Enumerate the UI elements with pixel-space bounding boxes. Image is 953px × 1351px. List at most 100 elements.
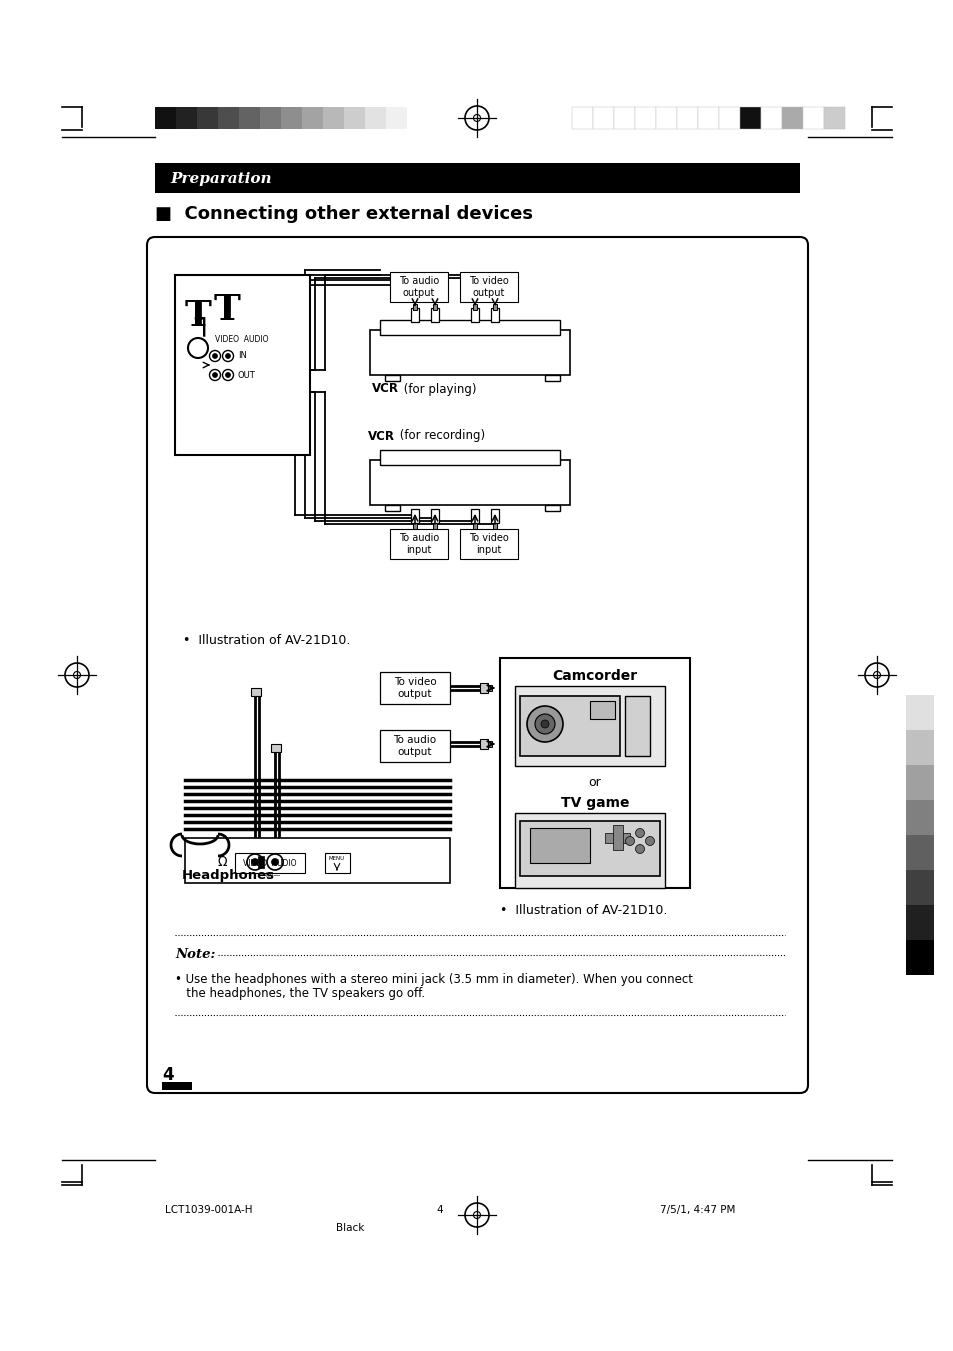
Bar <box>370 459 569 505</box>
Bar <box>530 828 589 863</box>
Bar <box>431 509 438 523</box>
Bar <box>459 272 517 303</box>
Bar <box>905 800 933 835</box>
Bar <box>515 686 664 766</box>
Text: the headphones, the TV speakers go off.: the headphones, the TV speakers go off. <box>174 988 425 1000</box>
Circle shape <box>645 836 654 846</box>
Text: MENU: MENU <box>329 855 345 861</box>
Bar <box>234 852 305 873</box>
Bar <box>905 661 933 694</box>
Bar <box>905 730 933 765</box>
Bar <box>281 107 302 128</box>
Bar <box>479 684 488 693</box>
Bar <box>379 730 450 762</box>
Bar <box>365 107 386 128</box>
Bar <box>379 450 559 465</box>
Bar <box>544 505 559 511</box>
Bar <box>302 107 323 128</box>
Bar <box>196 107 218 128</box>
Bar <box>624 696 649 757</box>
Text: —IN—: —IN— <box>259 871 280 878</box>
Bar <box>613 825 622 850</box>
Circle shape <box>535 713 555 734</box>
Text: (for playing): (for playing) <box>399 382 476 396</box>
Circle shape <box>252 858 258 866</box>
Text: 7/5/1, 4:47 PM: 7/5/1, 4:47 PM <box>659 1205 735 1215</box>
Bar <box>635 107 656 128</box>
Bar <box>491 509 498 523</box>
Text: VCR: VCR <box>372 382 398 396</box>
Bar <box>175 107 196 128</box>
Text: 4: 4 <box>162 1066 173 1084</box>
Circle shape <box>540 720 548 728</box>
Circle shape <box>225 354 231 358</box>
Bar <box>407 107 428 128</box>
Bar <box>260 107 281 128</box>
Text: To video
output: To video output <box>469 276 508 297</box>
Text: To video
output: To video output <box>394 677 436 698</box>
Bar <box>802 107 823 128</box>
Bar <box>251 688 261 696</box>
Bar <box>544 376 559 381</box>
Bar <box>905 905 933 940</box>
Text: Preparation: Preparation <box>170 172 272 186</box>
Text: • Use the headphones with a stereo mini jack (3.5 mm in diameter). When you conn: • Use the headphones with a stereo mini … <box>174 973 692 986</box>
Text: To audio
output: To audio output <box>398 276 438 297</box>
Bar <box>413 523 416 530</box>
Text: Note:: Note: <box>174 948 215 962</box>
Text: VIDEO  AUDIO: VIDEO AUDIO <box>214 335 268 345</box>
Text: or: or <box>588 777 600 789</box>
Text: ■  Connecting other external devices: ■ Connecting other external devices <box>154 205 533 223</box>
Bar <box>385 376 399 381</box>
Text: LCT1039-001A-H: LCT1039-001A-H <box>165 1205 253 1215</box>
Bar <box>905 835 933 870</box>
Bar <box>379 320 559 335</box>
Text: Headphones: Headphones <box>182 869 274 881</box>
Text: To video
input: To video input <box>469 534 508 555</box>
Circle shape <box>213 373 217 377</box>
Bar <box>593 107 614 128</box>
Text: T: T <box>213 293 240 327</box>
Bar <box>239 107 260 128</box>
Bar <box>719 107 740 128</box>
Bar <box>471 509 478 523</box>
Bar <box>823 107 844 128</box>
Circle shape <box>225 373 231 377</box>
Bar <box>493 523 497 530</box>
Bar <box>479 739 488 748</box>
Bar <box>905 765 933 800</box>
Text: T: T <box>185 299 212 332</box>
Bar <box>499 658 689 888</box>
Bar <box>154 163 800 193</box>
Bar <box>431 308 438 322</box>
Circle shape <box>210 350 220 362</box>
Bar <box>433 304 436 309</box>
Bar <box>471 308 478 322</box>
Bar <box>344 107 365 128</box>
Text: To audio
input: To audio input <box>398 534 438 555</box>
Circle shape <box>213 354 217 358</box>
Bar <box>185 838 450 884</box>
Bar <box>257 857 264 867</box>
Text: TV game: TV game <box>560 796 629 811</box>
Bar <box>154 107 175 128</box>
Bar <box>905 870 933 905</box>
Bar <box>572 107 593 128</box>
Text: To audio
output: To audio output <box>393 735 436 757</box>
Circle shape <box>272 858 278 866</box>
Text: •  Illustration of AV-21D10.: • Illustration of AV-21D10. <box>183 634 350 647</box>
Bar <box>459 530 517 559</box>
Text: Ω: Ω <box>217 855 227 869</box>
Bar <box>323 107 344 128</box>
Bar <box>760 107 781 128</box>
Bar <box>433 523 436 530</box>
Bar <box>677 107 698 128</box>
Circle shape <box>526 707 562 742</box>
Bar <box>491 308 498 322</box>
Bar <box>218 107 239 128</box>
Bar <box>905 694 933 730</box>
FancyBboxPatch shape <box>147 236 807 1093</box>
Bar <box>162 1082 192 1090</box>
Bar <box>614 107 635 128</box>
Bar <box>488 685 492 690</box>
